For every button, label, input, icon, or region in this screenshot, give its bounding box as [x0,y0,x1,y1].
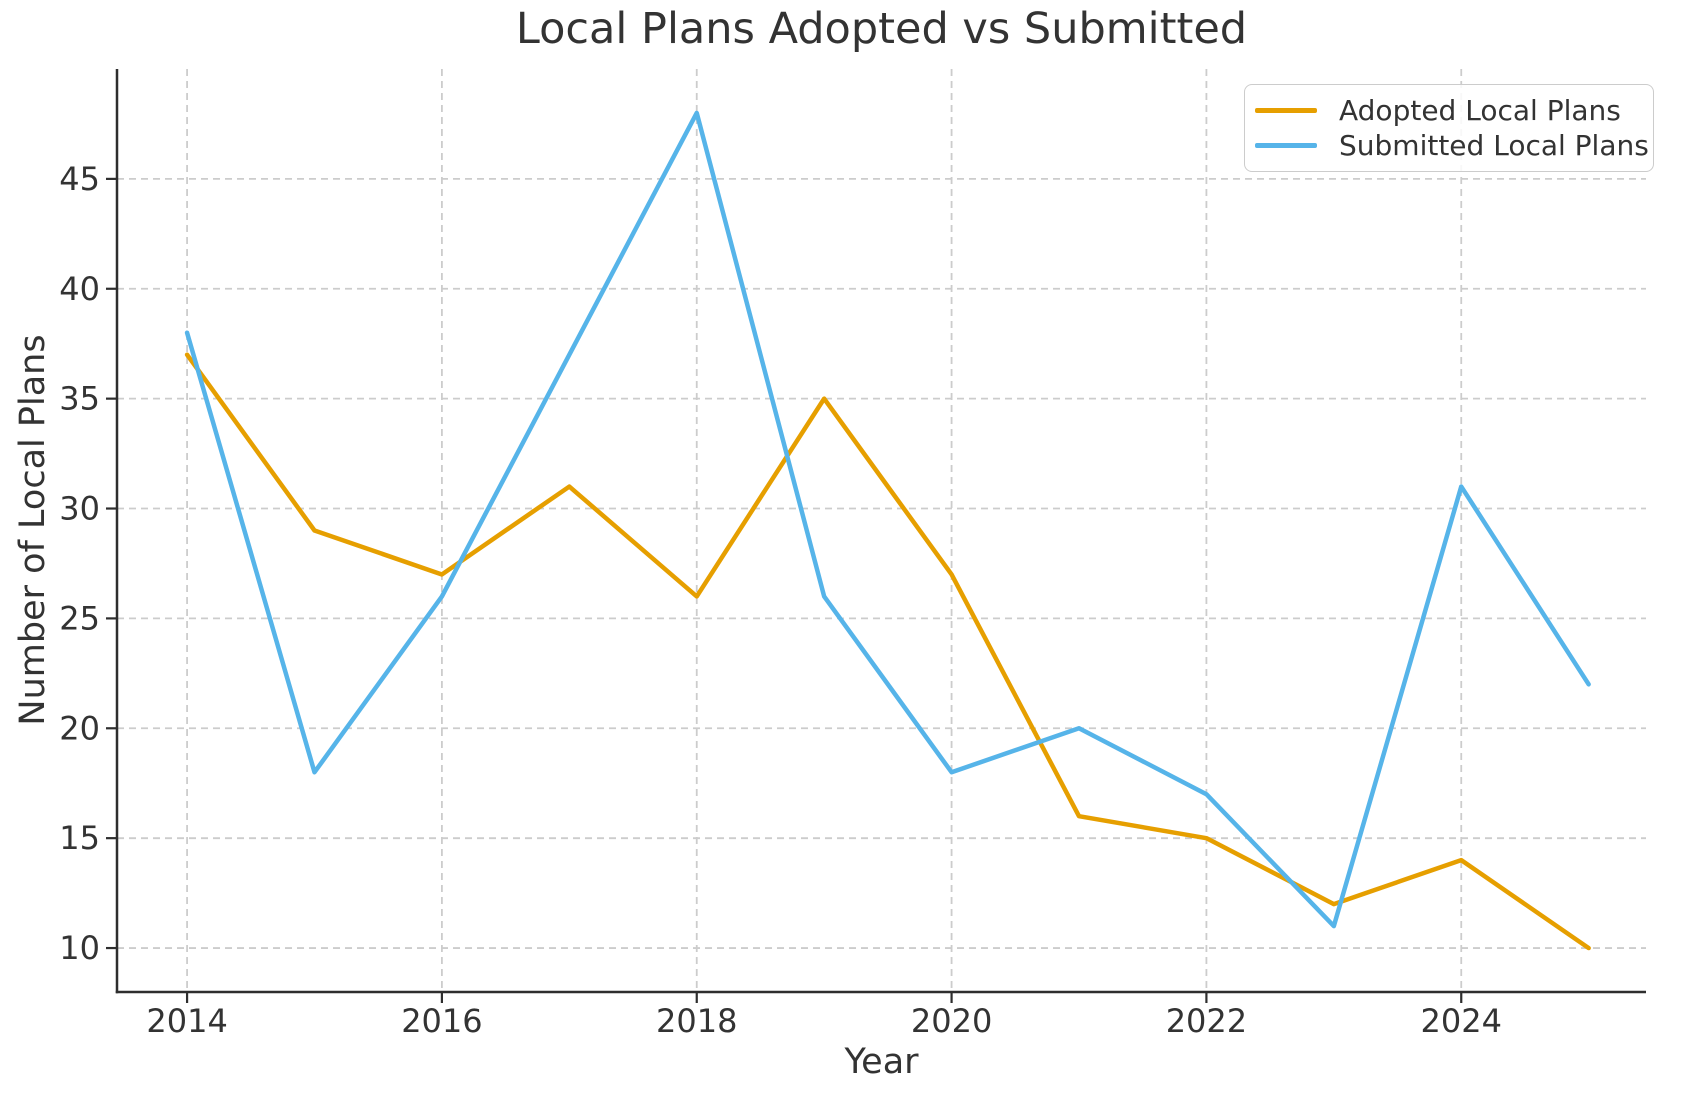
y-tick-label-25: 25 [59,599,100,637]
y-tick-label-45: 45 [59,160,100,198]
y-tick-label-20: 20 [59,709,100,747]
legend-label-submitted: Submitted Local Plans [1339,129,1649,163]
legend-swatch-adopted-line [1255,107,1317,113]
y-tick-label-15: 15 [59,819,100,857]
y-tick-label-35: 35 [59,380,100,418]
x-tick-label-2014: 2014 [146,1002,227,1040]
x-axis-label: Year [844,1042,919,1082]
x-tick-label-2024: 2024 [1421,1002,1502,1040]
y-tick-label-40: 40 [59,270,100,308]
y-tick-label-30: 30 [59,490,100,528]
legend: Adopted Local Plans Submitted Local Plan… [1244,84,1654,172]
line-adopted-local-plans [184,352,1591,951]
legend-label-adopted: Adopted Local Plans [1339,93,1621,127]
x-tick-label-2022: 2022 [1166,1002,1247,1040]
legend-swatch-submitted-line [1255,143,1317,149]
legend-item-adopted: Adopted Local Plans [1255,94,1643,127]
chart-title: Local Plans Adopted vs Submitted [515,4,1248,54]
x-tick-label-2020: 2020 [911,1002,992,1040]
y-tick-label-10: 10 [59,929,100,967]
legend-item-submitted: Submitted Local Plans [1255,129,1649,162]
x-tick-label-2018: 2018 [656,1002,737,1040]
line-submitted-local-plans [184,110,1591,929]
y-axis-label: Number of Local Plans [13,334,53,726]
x-tick-label-2016: 2016 [401,1002,482,1040]
